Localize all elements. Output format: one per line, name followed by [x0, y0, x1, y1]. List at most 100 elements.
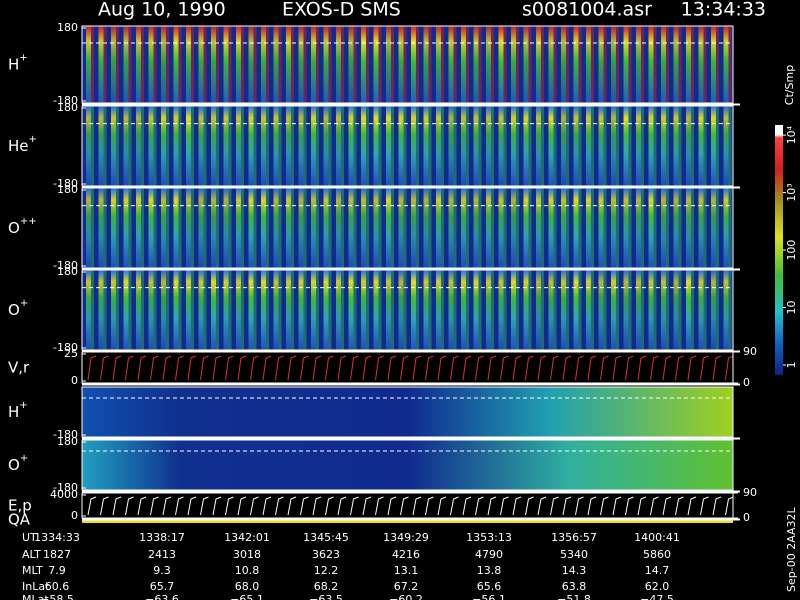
spectrogram-stripe: [586, 188, 591, 268]
spectrogram-stripe: [511, 188, 516, 268]
spectrogram-stripe: [711, 106, 716, 186]
label-text: O: [8, 456, 20, 474]
label-sup: +: [19, 53, 27, 64]
spectrogram-stripe: [453, 106, 457, 186]
spectrogram-stripe: [728, 106, 732, 186]
cell: −56.1: [472, 593, 506, 600]
spectrogram-stripe: [323, 188, 329, 268]
spectrogram-stripe: [473, 106, 479, 186]
cell: 5860: [643, 548, 671, 561]
spectrogram-stripe: [561, 188, 566, 268]
spectrogram-stripe: [266, 270, 269, 350]
spectrogram-stripe: [161, 106, 166, 186]
spectrogram-stripe: [491, 188, 494, 268]
spectrogram-stripe: [648, 270, 654, 350]
spectrogram-stripe: [261, 26, 266, 103]
panel-label: V,r: [8, 358, 30, 376]
spectrogram-stripe: [416, 188, 419, 268]
colorbar-label: Ct/Smp: [783, 65, 796, 105]
spectrogram-stripe: [611, 270, 616, 350]
spectrogram-stripe: [353, 26, 357, 103]
spectrogram-stripe: [128, 26, 132, 103]
spectrogram-stripe: [311, 106, 316, 186]
spectrogram-stripe: [316, 188, 319, 268]
spectrogram-stripe: [103, 270, 107, 350]
spectrogram-stripe: [641, 26, 644, 103]
spectrogram-stripe: [211, 188, 216, 268]
spectrogram-stripe: [141, 188, 144, 268]
spectrogram-stripe: [561, 270, 566, 350]
panel-bg: [82, 352, 733, 383]
spectrogram-stripe: [628, 270, 632, 350]
spectrogram-stripe: [723, 188, 729, 268]
spectrogram-stripe: [378, 26, 382, 103]
spectrogram-stripe: [686, 188, 691, 268]
spectrogram-stripe: [548, 106, 554, 186]
spectrogram-stripe: [436, 106, 441, 186]
spectrogram-stripe: [566, 106, 569, 186]
cell: 1342:01: [224, 531, 270, 544]
spectrogram-stripe: [691, 106, 694, 186]
spectrogram-stripe: [123, 26, 129, 103]
spectrogram-stripe: [386, 188, 391, 268]
spectrogram-stripe: [203, 188, 207, 268]
spectrogram-stripe: [278, 188, 282, 268]
spectrogram-stripe: [273, 106, 279, 186]
cell: −47.5: [640, 593, 674, 600]
spectrogram-stripe: [216, 188, 219, 268]
spectrogram-stripe: [166, 26, 169, 103]
spectrogram-stripe: [423, 270, 429, 350]
spectrogram-stripe: [686, 270, 691, 350]
panel-bg: [82, 493, 733, 518]
label-sup: +: [29, 134, 37, 145]
side-note: Sep-00 2AA32L: [785, 506, 798, 592]
spectrogram-stripe: [148, 188, 154, 268]
spectrogram-stripe: [336, 188, 341, 268]
spectrogram-stripe: [203, 26, 207, 103]
panel-label: O++: [8, 216, 37, 237]
spectrogram-stripe: [523, 270, 529, 350]
spectrogram-stripe: [678, 106, 682, 186]
spectrogram-stripe: [636, 270, 641, 350]
spectrogram-stripe: [216, 106, 219, 186]
spectrogram-bg: [82, 440, 733, 490]
panel-label: E,p: [8, 496, 32, 514]
spectrogram-stripe: [498, 106, 504, 186]
spectrogram-stripe: [603, 270, 607, 350]
spectrogram-stripe: [153, 106, 157, 186]
spectrogram-stripe: [653, 270, 657, 350]
spectrogram-stripe: [161, 26, 166, 103]
spectrogram-stripe: [361, 270, 366, 350]
spectrogram-stripe: [211, 106, 216, 186]
spectrogram-stripe: [661, 188, 666, 268]
spectrogram-stripe: [98, 270, 104, 350]
spectrogram-stripe: [728, 270, 732, 350]
spectrogram-stripe: [691, 188, 694, 268]
spectrogram-stripe: [223, 106, 229, 186]
spectrogram-stripe: [666, 106, 669, 186]
spectrogram-stripe: [191, 106, 194, 186]
spectrogram-stripe: [123, 270, 129, 350]
spectrogram-stripe: [128, 106, 132, 186]
spectrogram-stripe: [636, 188, 641, 268]
spectrogram-stripe: [391, 26, 394, 103]
spectrogram-stripe: [511, 106, 516, 186]
spectrogram-stripe: [111, 270, 116, 350]
spectrogram-stripe: [273, 26, 279, 103]
spectrogram-stripe: [98, 188, 104, 268]
panel-label: H+: [8, 400, 28, 421]
spectrogram-stripe: [436, 270, 441, 350]
spectrogram-stripe: [161, 188, 166, 268]
spectrogram-stripe: [103, 106, 107, 186]
spectrogram-stripe: [611, 188, 616, 268]
spectrogram-stripe: [253, 270, 257, 350]
spectrogram-stripe: [98, 106, 104, 186]
cell: −60.2: [389, 593, 423, 600]
spectrogram-stripe: [361, 106, 366, 186]
spectrogram-stripe: [423, 188, 429, 268]
spectrogram-stripe: [398, 188, 404, 268]
spectrogram-stripe: [348, 270, 354, 350]
spectrogram-stripe: [311, 188, 316, 268]
cell: −65.1: [230, 593, 264, 600]
spectrogram-stripe: [298, 188, 304, 268]
